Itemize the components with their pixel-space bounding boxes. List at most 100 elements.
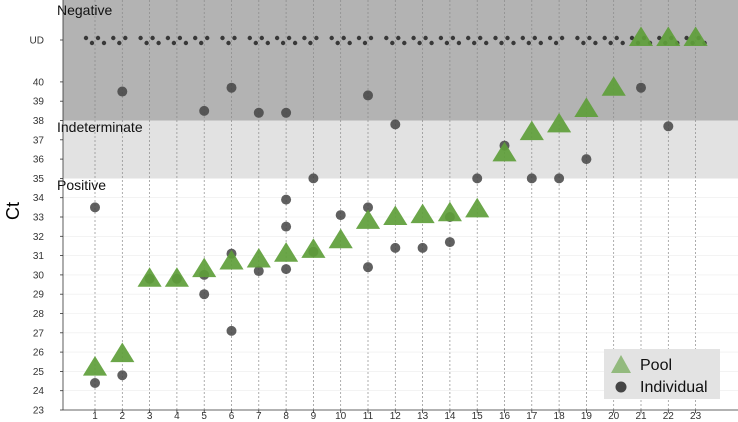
individual-point (226, 82, 237, 93)
y-tick-label: 38 (33, 116, 45, 127)
individual-ud-point (657, 35, 662, 41)
individual-ud-point (183, 40, 189, 46)
x-tick-label: 3 (147, 411, 153, 422)
individual-point (281, 221, 292, 232)
individual-ud-point (526, 40, 531, 46)
individual-ud-point (95, 35, 101, 41)
pool-point (301, 238, 326, 258)
individual-ud-point (581, 40, 586, 46)
individual-ud-point (83, 35, 89, 41)
y-tick-label: UD (30, 36, 44, 47)
individual-ud-point (156, 40, 161, 46)
individual-ud-point (292, 40, 298, 46)
individual-ud-point (438, 35, 444, 41)
individual-ud-point (362, 40, 368, 46)
y-tick-label: 29 (33, 290, 45, 301)
individual-ud-point (232, 35, 237, 41)
individual-ud-point (493, 35, 498, 41)
y-tick-label: 28 (33, 309, 45, 320)
individual-point (335, 210, 346, 221)
y-tick-label: 32 (33, 232, 45, 243)
x-tick-label: 18 (554, 411, 566, 422)
individual-ud-point (587, 35, 592, 41)
x-tick-label: 5 (201, 411, 207, 422)
y-tick-label: 36 (33, 155, 45, 166)
legend-individual-icon (615, 381, 627, 393)
individual-ud-point (505, 35, 510, 41)
individual-ud-point (341, 35, 346, 41)
individual-ud-point (220, 35, 225, 41)
individual-ud-point (608, 40, 613, 46)
x-tick-label: 19 (581, 411, 593, 422)
individual-ud-point (253, 40, 258, 46)
individual-ud-point (559, 35, 565, 41)
x-tick-label: 20 (608, 411, 620, 422)
individual-point (199, 105, 210, 116)
y-tick-label: 31 (33, 251, 45, 262)
individual-ud-point (538, 40, 543, 46)
individual-point (117, 370, 128, 381)
y-tick-label: 34 (33, 193, 45, 204)
x-tick-label: 6 (229, 411, 235, 422)
individual-point (90, 377, 100, 388)
individual-ud-point (138, 35, 143, 41)
individual-ud-point (575, 35, 580, 41)
x-tick-label: 14 (444, 411, 456, 422)
individual-ud-point (520, 35, 525, 41)
individual-ud-point (177, 35, 183, 41)
x-tick-label: 7 (256, 411, 262, 422)
individual-point (526, 173, 537, 184)
individual-point (636, 82, 646, 93)
individual-ud-point (547, 35, 553, 41)
pool-point (683, 26, 708, 47)
pool-point (656, 26, 681, 47)
individual-point (390, 119, 401, 130)
individual-point (308, 173, 319, 184)
individual-ud-point (620, 40, 625, 46)
axes: 1 2 3 4 5 6 7 8 9 10 11 12 13 14 15 16 17 18 19 20 21 22 23232… (30, 0, 738, 422)
individual-ud-point (226, 40, 231, 46)
pool-point (219, 249, 244, 270)
y-tick-label: 25 (33, 367, 45, 378)
individual-ud-point (423, 35, 428, 41)
individual-ud-point (478, 35, 483, 41)
y-tick-label: 26 (33, 348, 45, 359)
individual-point (417, 242, 428, 253)
x-tick-label: 2 (120, 411, 126, 422)
individual-ud-point (286, 35, 292, 41)
individual-point (390, 242, 401, 253)
pool-point (137, 267, 162, 287)
pool-point (164, 267, 189, 287)
pool-point (437, 201, 462, 222)
individual-ud-point (511, 40, 516, 46)
y-tick-label: 23 (33, 406, 45, 417)
individual-ud-point (280, 40, 286, 46)
individual-ud-point (274, 35, 280, 41)
individual-point (363, 262, 373, 273)
individual-ud-point (356, 35, 362, 41)
legend: Pool Individual (604, 349, 720, 399)
pool-point (465, 197, 490, 218)
individual-point (581, 154, 592, 165)
x-tick-label: 21 (635, 411, 647, 422)
x-tick-label: 23 (690, 411, 702, 422)
y-tick-label: 33 (33, 213, 45, 224)
individual-ud-point (390, 40, 395, 46)
individual-ud-point (314, 35, 319, 41)
individual-point (199, 289, 210, 300)
pool-point (574, 97, 599, 117)
individual-point (253, 107, 264, 118)
individual-ud-point (444, 40, 450, 46)
individual-ud-point (429, 40, 434, 46)
x-tick-label: 22 (663, 411, 675, 422)
individual-point (363, 202, 373, 213)
pool-point (410, 203, 435, 224)
individual-ud-point (259, 35, 264, 41)
individual-ud-point (150, 35, 155, 41)
individual-point (281, 264, 292, 275)
individual-point (444, 237, 455, 248)
pool-point (547, 112, 572, 133)
pool-point (355, 209, 381, 229)
y-axis-label: Ct (3, 202, 23, 220)
legend-pool-label: Pool (640, 357, 672, 374)
